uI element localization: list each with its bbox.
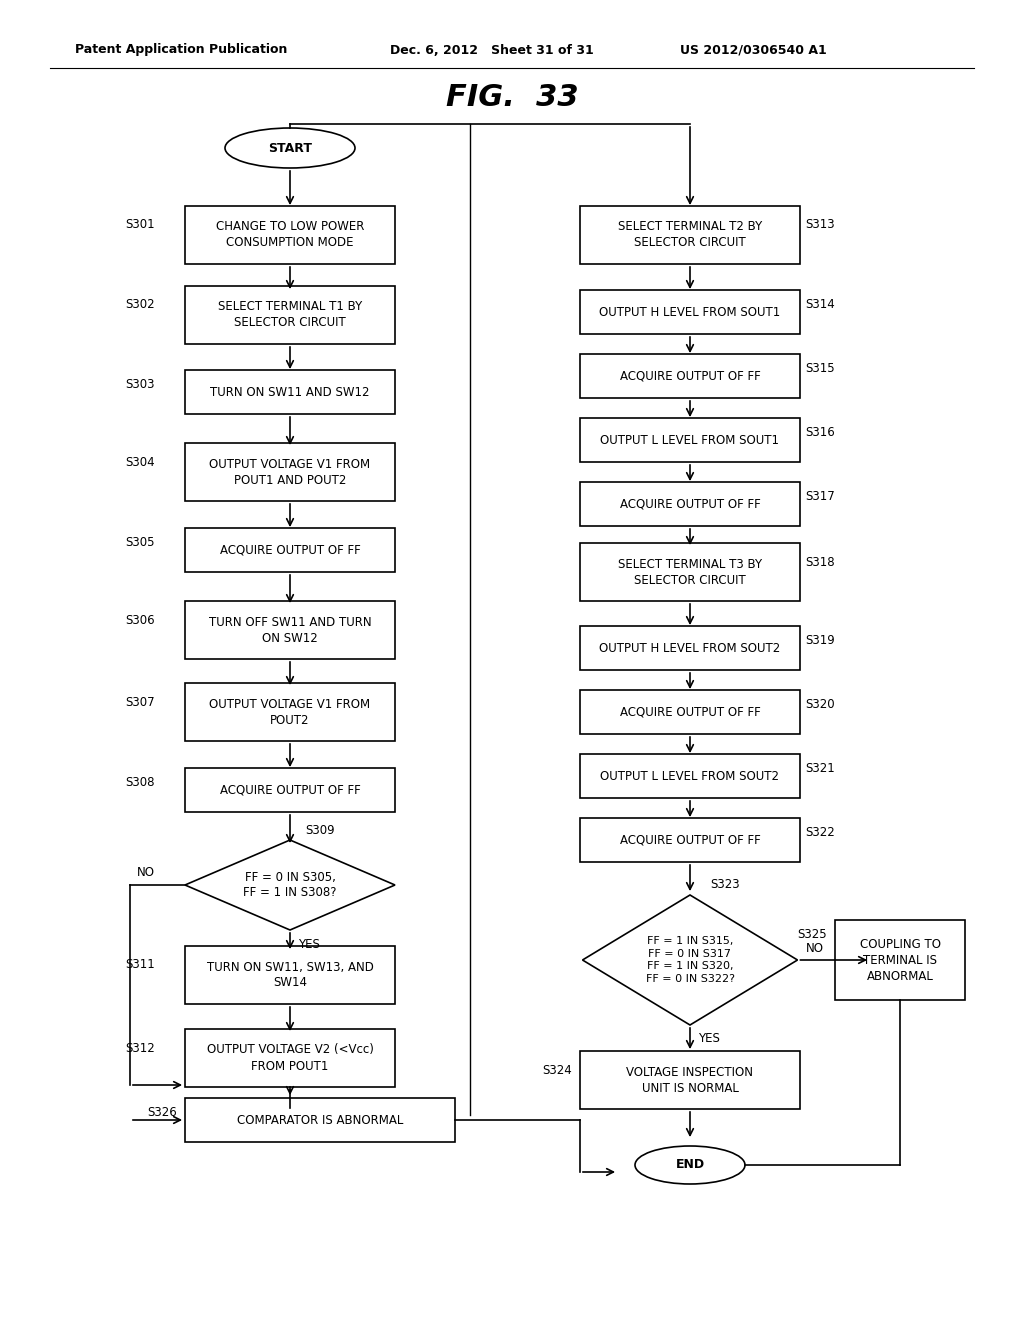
Text: ACQUIRE OUTPUT OF FF: ACQUIRE OUTPUT OF FF [219,544,360,557]
FancyBboxPatch shape [580,206,800,264]
Text: TURN ON SW11 AND SW12: TURN ON SW11 AND SW12 [210,385,370,399]
Text: OUTPUT H LEVEL FROM SOUT2: OUTPUT H LEVEL FROM SOUT2 [599,642,780,655]
FancyBboxPatch shape [185,1030,395,1086]
Text: COMPARATOR IS ABNORMAL: COMPARATOR IS ABNORMAL [237,1114,403,1126]
FancyBboxPatch shape [835,920,965,1001]
Text: CHANGE TO LOW POWER
CONSUMPTION MODE: CHANGE TO LOW POWER CONSUMPTION MODE [216,220,365,249]
Text: VOLTAGE INSPECTION
UNIT IS NORMAL: VOLTAGE INSPECTION UNIT IS NORMAL [627,1065,754,1094]
Ellipse shape [635,1146,745,1184]
FancyBboxPatch shape [185,206,395,264]
Text: S312: S312 [125,1041,155,1055]
Text: COUPLING TO
TERMINAL IS
ABNORMAL: COUPLING TO TERMINAL IS ABNORMAL [859,937,940,982]
Text: OUTPUT VOLTAGE V1 FROM
POUT1 AND POUT2: OUTPUT VOLTAGE V1 FROM POUT1 AND POUT2 [210,458,371,487]
FancyBboxPatch shape [185,946,395,1005]
FancyBboxPatch shape [580,690,800,734]
Text: OUTPUT VOLTAGE V2 (<Vcc)
FROM POUT1: OUTPUT VOLTAGE V2 (<Vcc) FROM POUT1 [207,1044,374,1072]
FancyBboxPatch shape [185,1098,455,1142]
FancyBboxPatch shape [580,754,800,799]
Text: S301: S301 [125,219,155,231]
FancyBboxPatch shape [185,601,395,659]
Text: S321: S321 [805,762,835,775]
FancyBboxPatch shape [580,290,800,334]
Text: S317: S317 [805,490,835,503]
Ellipse shape [225,128,355,168]
Text: S315: S315 [805,362,835,375]
Text: FF = 1 IN S315,
FF = 0 IN S317
FF = 1 IN S320,
FF = 0 IN S322?: FF = 1 IN S315, FF = 0 IN S317 FF = 1 IN… [645,936,734,983]
Text: S306: S306 [125,614,155,627]
Text: OUTPUT L LEVEL FROM SOUT1: OUTPUT L LEVEL FROM SOUT1 [600,433,779,446]
Text: FF = 0 IN S305,
FF = 1 IN S308?: FF = 0 IN S305, FF = 1 IN S308? [244,870,337,899]
Text: S303: S303 [126,378,155,391]
Text: OUTPUT VOLTAGE V1 FROM
POUT2: OUTPUT VOLTAGE V1 FROM POUT2 [210,697,371,726]
Text: SELECT TERMINAL T1 BY
SELECTOR CIRCUIT: SELECT TERMINAL T1 BY SELECTOR CIRCUIT [218,301,362,330]
Text: ACQUIRE OUTPUT OF FF: ACQUIRE OUTPUT OF FF [620,833,761,846]
FancyBboxPatch shape [580,626,800,671]
Text: Patent Application Publication: Patent Application Publication [75,44,288,57]
Text: ACQUIRE OUTPUT OF FF: ACQUIRE OUTPUT OF FF [620,370,761,383]
Text: S324: S324 [543,1064,572,1077]
Text: S308: S308 [126,776,155,788]
FancyBboxPatch shape [185,528,395,572]
Text: S326: S326 [147,1106,177,1118]
FancyBboxPatch shape [185,286,395,345]
FancyBboxPatch shape [580,818,800,862]
Text: NO: NO [806,941,823,954]
Text: ACQUIRE OUTPUT OF FF: ACQUIRE OUTPUT OF FF [219,784,360,796]
Text: SELECT TERMINAL T3 BY
SELECTOR CIRCUIT: SELECT TERMINAL T3 BY SELECTOR CIRCUIT [617,557,762,586]
Text: FIG.  33: FIG. 33 [445,83,579,112]
Text: S302: S302 [125,298,155,312]
Text: Dec. 6, 2012   Sheet 31 of 31: Dec. 6, 2012 Sheet 31 of 31 [390,44,594,57]
Text: OUTPUT L LEVEL FROM SOUT2: OUTPUT L LEVEL FROM SOUT2 [600,770,779,783]
Text: SELECT TERMINAL T2 BY
SELECTOR CIRCUIT: SELECT TERMINAL T2 BY SELECTOR CIRCUIT [617,220,762,249]
FancyBboxPatch shape [580,482,800,525]
Text: S325: S325 [798,928,827,941]
Text: ACQUIRE OUTPUT OF FF: ACQUIRE OUTPUT OF FF [620,498,761,511]
Text: S305: S305 [126,536,155,549]
Text: S318: S318 [805,556,835,569]
FancyBboxPatch shape [580,543,800,601]
Text: TURN ON SW11, SW13, AND
SW14: TURN ON SW11, SW13, AND SW14 [207,961,374,990]
FancyBboxPatch shape [185,682,395,741]
Text: ACQUIRE OUTPUT OF FF: ACQUIRE OUTPUT OF FF [620,705,761,718]
Text: S313: S313 [805,219,835,231]
Text: US 2012/0306540 A1: US 2012/0306540 A1 [680,44,826,57]
Text: S316: S316 [805,425,835,438]
FancyBboxPatch shape [580,354,800,399]
Polygon shape [583,895,798,1026]
Text: S307: S307 [125,696,155,709]
Text: S314: S314 [805,297,835,310]
Text: START: START [268,141,312,154]
Text: YES: YES [698,1032,720,1045]
Text: S319: S319 [805,634,835,647]
Text: S323: S323 [710,879,739,891]
Text: S304: S304 [125,455,155,469]
Text: S311: S311 [125,958,155,972]
Polygon shape [185,840,395,931]
FancyBboxPatch shape [185,370,395,414]
Text: S320: S320 [805,697,835,710]
FancyBboxPatch shape [185,444,395,502]
FancyBboxPatch shape [580,418,800,462]
Text: S309: S309 [305,824,335,837]
Text: OUTPUT H LEVEL FROM SOUT1: OUTPUT H LEVEL FROM SOUT1 [599,305,780,318]
FancyBboxPatch shape [580,1051,800,1109]
FancyBboxPatch shape [185,768,395,812]
Text: TURN OFF SW11 AND TURN
ON SW12: TURN OFF SW11 AND TURN ON SW12 [209,615,372,644]
Text: END: END [676,1159,705,1172]
Text: NO: NO [137,866,155,879]
Text: YES: YES [298,937,319,950]
Text: S322: S322 [805,825,835,838]
